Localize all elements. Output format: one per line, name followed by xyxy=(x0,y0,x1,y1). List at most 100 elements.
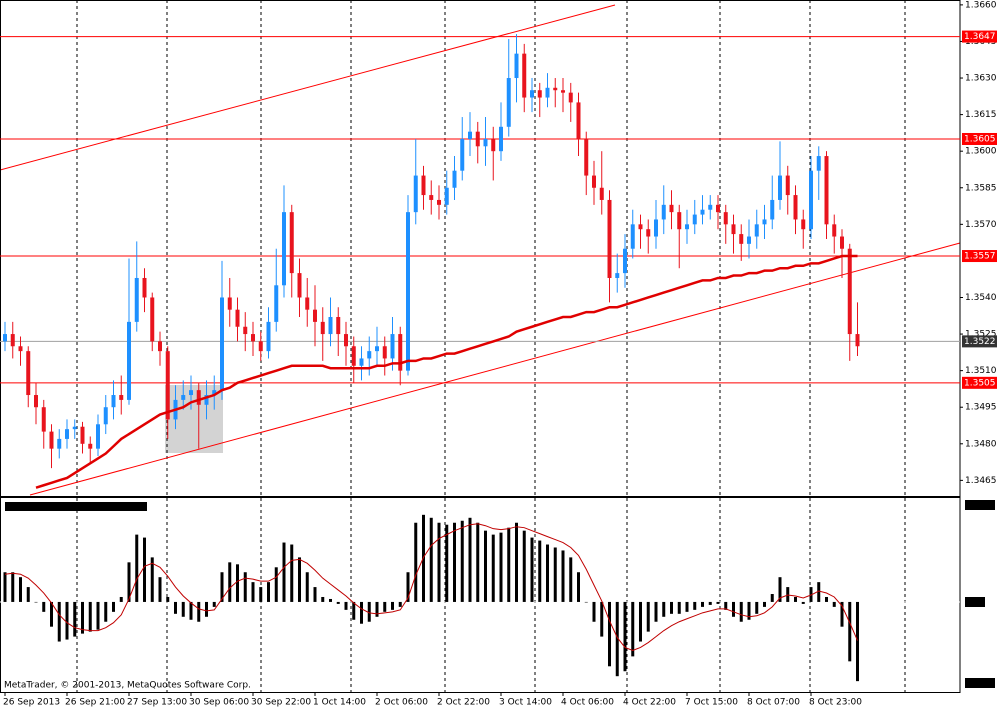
indicator-bar xyxy=(631,601,635,657)
candle-body xyxy=(189,390,193,396)
level-label-box xyxy=(962,30,997,43)
indicator-bar xyxy=(623,601,627,672)
indicator-bar xyxy=(298,557,301,602)
candle-body xyxy=(258,341,263,352)
candle-body xyxy=(243,326,248,335)
indicator-scale-box xyxy=(965,597,985,607)
candle-body xyxy=(72,426,77,430)
indicator-bar xyxy=(88,601,92,632)
trend-line xyxy=(29,242,961,496)
indicator-bar xyxy=(3,572,7,602)
candle-body xyxy=(406,212,410,371)
indicator-bar xyxy=(747,601,751,620)
indicator-bar xyxy=(561,550,565,602)
candle-body xyxy=(607,199,612,278)
x-tick-label: 4 Oct 22:00 xyxy=(623,698,676,708)
indicator-bar xyxy=(522,530,526,602)
candle-body xyxy=(437,199,441,205)
indicator-bar xyxy=(468,517,472,602)
candle-body xyxy=(344,334,348,347)
candle-body xyxy=(274,285,279,322)
candle-body xyxy=(251,334,255,342)
indicator-bar xyxy=(530,537,534,602)
candle-body xyxy=(793,195,798,220)
level-label: 1.3557 xyxy=(964,252,996,262)
y-tick-label: 1.3600 xyxy=(965,147,997,157)
indicator-bar xyxy=(584,601,588,603)
candle-body xyxy=(506,78,511,127)
indicator-bar xyxy=(569,557,573,602)
x-tick-label: 1 Oct 14:00 xyxy=(313,698,366,708)
indicator-bar xyxy=(329,598,332,602)
candle-body xyxy=(204,395,209,405)
indicator-bar xyxy=(344,601,348,610)
indicator-bar xyxy=(96,601,100,630)
indicator-bar xyxy=(236,564,239,602)
candle-body xyxy=(491,138,496,152)
indicator-bar xyxy=(639,601,642,642)
indicator-bar xyxy=(112,601,115,612)
indicator-bar xyxy=(445,524,449,602)
level-label-box xyxy=(962,376,997,389)
indicator-bar xyxy=(848,601,852,662)
y-tick-label: 1.3495 xyxy=(965,403,997,413)
candle-body xyxy=(615,273,620,278)
indicator-bar xyxy=(546,544,549,602)
footer: MetaTrader, © 2001-2013, MetaQuotes Soft… xyxy=(4,681,251,691)
candle-body xyxy=(731,224,736,235)
y-tick-label: 1.3510 xyxy=(965,366,997,376)
candle-body xyxy=(282,212,286,286)
indicator-bar xyxy=(313,587,317,602)
indicator-bar xyxy=(732,601,735,617)
candle-body xyxy=(592,175,596,188)
indicator-bar xyxy=(19,577,22,602)
candle-body xyxy=(111,395,116,408)
indicator-signal xyxy=(4,523,858,651)
candle-body xyxy=(537,90,542,98)
candle-body xyxy=(840,236,844,249)
indicator-scale-box xyxy=(965,500,995,510)
candle-body xyxy=(34,395,38,408)
indicator-bar xyxy=(104,601,108,622)
candle-body xyxy=(483,138,488,147)
indicator-bar xyxy=(662,601,666,617)
candle-body xyxy=(413,175,418,213)
y-tick-label: 1.3540 xyxy=(965,293,997,303)
indicator-bar xyxy=(360,601,363,624)
x-tick-label: 27 Sep 13:00 xyxy=(127,698,187,708)
indicator-bar xyxy=(708,601,712,605)
candle-body xyxy=(770,199,775,220)
indicator-bar xyxy=(143,537,146,602)
candle-body xyxy=(530,90,534,98)
indicator-bar xyxy=(476,522,480,602)
candle-body xyxy=(181,395,186,400)
candle-body xyxy=(220,297,224,391)
candle-body xyxy=(421,175,426,196)
indicator-bar xyxy=(267,582,270,602)
candle-body xyxy=(568,92,573,103)
candle-body xyxy=(88,443,93,449)
indicator-label xyxy=(5,502,147,511)
indicator-bar xyxy=(794,596,797,602)
x-tick-label: 2 Oct 06:00 xyxy=(375,698,428,708)
candle-body xyxy=(227,297,232,310)
candle-body xyxy=(398,334,403,371)
candle-body xyxy=(700,209,705,215)
indicator-bar xyxy=(259,587,263,602)
candle-body xyxy=(809,170,813,230)
candle-body xyxy=(49,431,54,449)
candle-body xyxy=(708,204,713,210)
indicator-bar xyxy=(189,601,193,620)
main-frame xyxy=(0,0,961,497)
indicator-bar xyxy=(453,522,456,602)
candle-body xyxy=(661,204,666,220)
indicator-bar xyxy=(600,601,604,637)
indicator-bar xyxy=(716,601,720,604)
indicator-bar xyxy=(763,601,766,607)
x-tick-label: 26 Sep 21:00 xyxy=(65,698,125,708)
y-tick-label: 1.3660 xyxy=(965,0,997,10)
candle-body xyxy=(716,204,720,213)
indicator-bar xyxy=(724,601,728,610)
candle-body xyxy=(196,390,201,405)
